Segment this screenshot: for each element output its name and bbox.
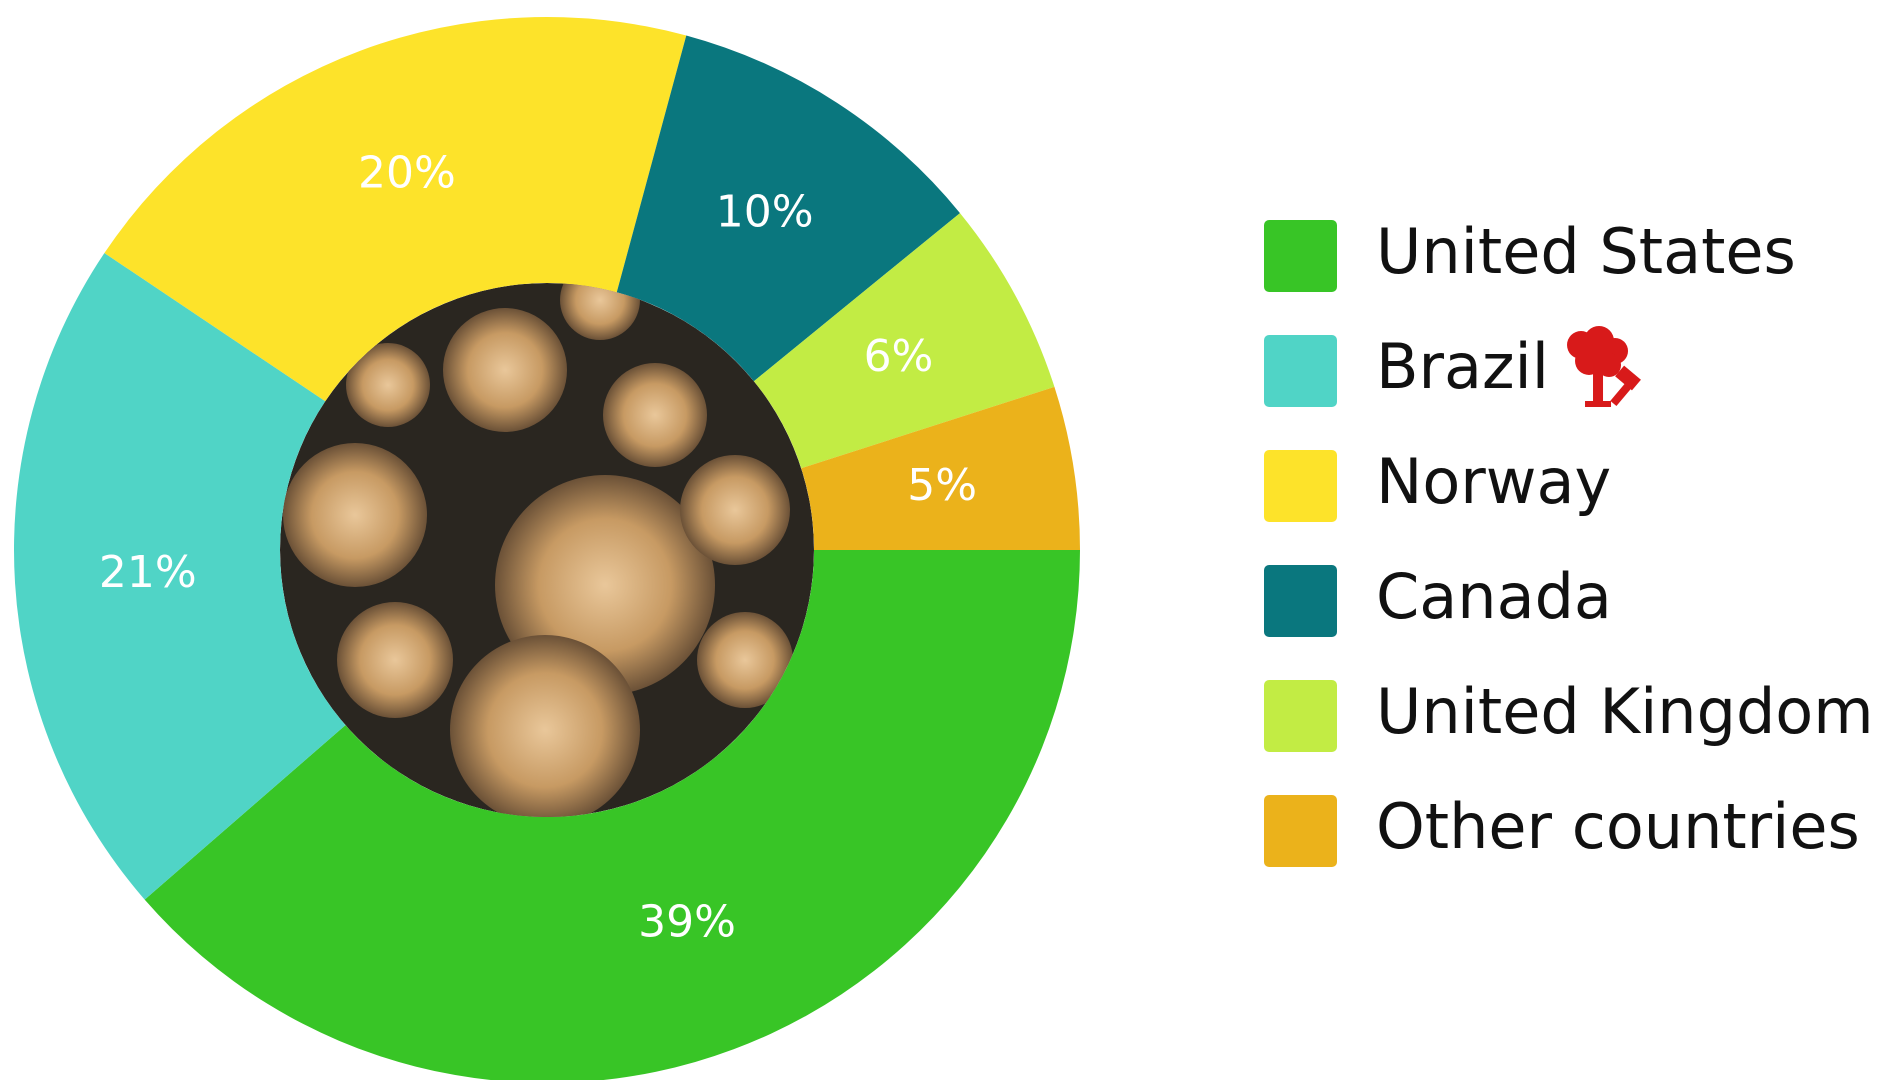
slice-label: 10% (716, 186, 814, 237)
legend-label: Brazil (1376, 330, 1549, 403)
slice-label: 6% (864, 331, 934, 382)
legend-label: Other countries (1376, 790, 1860, 863)
slice (616, 35, 960, 382)
slice-label: 5% (907, 460, 977, 511)
legend-swatch (1264, 680, 1337, 752)
deforestation-icon (1567, 326, 1641, 407)
legend-swatch (1264, 220, 1337, 292)
legend-label: Canada (1376, 560, 1612, 633)
legend-label: Norway (1376, 445, 1611, 518)
legend-swatch (1264, 565, 1337, 637)
slice (801, 386, 1080, 550)
slice-label: 39% (638, 897, 736, 948)
legend-label: United Kingdom (1376, 675, 1874, 748)
legend-label: United States (1376, 215, 1796, 288)
slice (753, 213, 1055, 469)
slice-label: 20% (358, 147, 456, 198)
slice (144, 550, 1080, 1080)
slice (104, 17, 687, 402)
legend: United States Brazil Norway Canada United Ki… (1264, 215, 1874, 867)
legend-swatch (1264, 335, 1337, 407)
slice-label: 21% (99, 547, 197, 598)
pie: 39% 21% 20% 10% 6% 5% (13, 17, 1080, 1080)
center-photo (280, 283, 814, 817)
legend-swatch (1264, 450, 1337, 522)
slice (13, 253, 346, 900)
legend-swatch (1264, 795, 1337, 867)
